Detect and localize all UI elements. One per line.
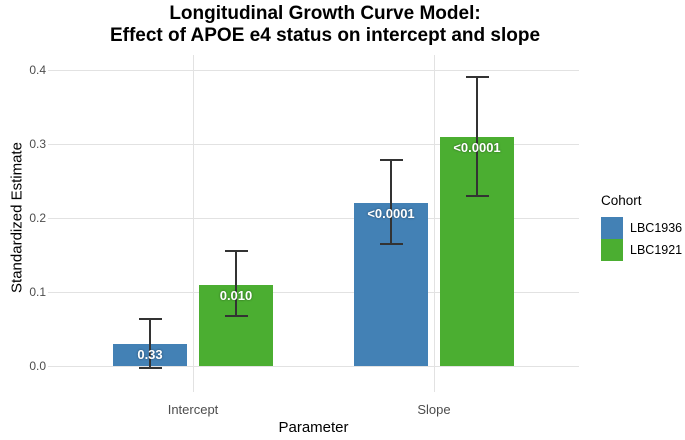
gridline-vertical (192, 55, 194, 392)
gridline-horizontal (48, 217, 579, 219)
error-bar-lbc1921-slope (476, 77, 478, 196)
legend-title: Cohort (601, 193, 642, 208)
gridline-horizontal (48, 69, 579, 71)
p-value-label-lbc1921-slope: <0.0001 (453, 139, 501, 155)
x-axis-title: Parameter (278, 419, 349, 436)
x-tick-label: Slope (417, 402, 451, 417)
gridline-vertical (433, 55, 435, 392)
error-bar-lbc1936-intercept (149, 319, 151, 369)
legend-label: LBC1936 (630, 221, 683, 235)
chart-title: Longitudinal Growth Curve Model: Effect … (0, 3, 650, 47)
error-bar-cap (138, 318, 162, 321)
y-tick-label: 0.2 (29, 211, 46, 225)
legend-item-lbc1921: LBC1921 (601, 239, 682, 261)
legend-label: LBC1921 (630, 243, 683, 257)
error-bar-cap (224, 314, 248, 317)
error-bar-lbc1921-intercept (235, 251, 237, 316)
chart-title-line-1: Longitudinal Growth Curve Model: (169, 3, 481, 24)
y-tick-label: 0.0 (29, 359, 46, 373)
legend: Cohort LBC1936 LBC1921 (601, 193, 682, 261)
error-bar-lbc1936-slope (390, 160, 392, 244)
legend-swatch-lbc1921 (601, 239, 623, 261)
y-tick-label: 0.1 (29, 285, 46, 299)
x-tick-label: Intercept (167, 402, 219, 417)
gridline-horizontal (48, 365, 579, 367)
error-bar-cap (465, 76, 489, 79)
gridline-horizontal (48, 291, 579, 293)
gridline-horizontal (48, 143, 579, 145)
legend-items: LBC1936 LBC1921 (601, 217, 682, 261)
error-bar-cap (379, 159, 403, 162)
chart-title-line-2: Effect of APOE e4 status on intercept an… (109, 25, 541, 46)
p-value-label-lbc1921-intercept: 0.010 (219, 287, 253, 303)
legend-swatch-lbc1936 (601, 217, 623, 239)
p-value-label-lbc1936-slope: <0.0001 (367, 206, 415, 222)
y-tick-label: 0.4 (29, 63, 46, 77)
error-bar-cap (465, 194, 489, 197)
error-bar-cap (224, 250, 248, 253)
error-bar-cap (379, 242, 403, 245)
plot-area: 0.33 <0.0001 0.010 <0.0001 (48, 55, 579, 392)
y-tick-label: 0.3 (29, 137, 46, 151)
legend-item-lbc1936: LBC1936 (601, 217, 682, 239)
error-bar-cap (138, 367, 162, 370)
p-value-label-lbc1936-intercept: 0.33 (137, 346, 163, 362)
